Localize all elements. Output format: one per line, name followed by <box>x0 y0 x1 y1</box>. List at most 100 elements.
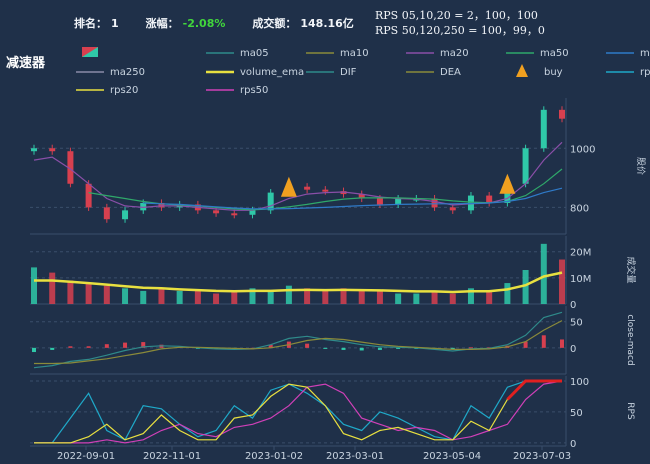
volume-bar <box>486 290 493 304</box>
legend-label-ma20: ma20 <box>440 48 469 59</box>
volume-bar <box>467 288 474 304</box>
rps-summary: RPS 05,10,20 = 2，100，100 RPS 50,120,250 … <box>375 8 545 38</box>
macd-histogram-bar <box>141 342 146 348</box>
legend-label-ma50: ma50 <box>540 48 569 59</box>
chart-title: 减速器 <box>6 56 46 71</box>
macd-tick-label: 0 <box>570 344 576 355</box>
candle-body <box>449 207 456 211</box>
volume-tick-label: 10M <box>570 274 591 285</box>
change-label: 涨幅： <box>145 17 179 30</box>
rps-tick-label: 50 <box>570 408 583 419</box>
macd-histogram-bar <box>341 347 346 350</box>
x-axis-label: 2023-03-01 <box>326 451 384 462</box>
volume-bar <box>140 290 147 304</box>
candle-body <box>559 109 565 119</box>
candle-body <box>540 109 547 149</box>
buy-marker <box>499 173 516 194</box>
candle-body <box>431 198 438 208</box>
candle-body <box>340 191 347 195</box>
x-axis-label: 2023-01-02 <box>245 451 303 462</box>
legend-label-rps20: rps20 <box>110 85 138 96</box>
legend-label-DEA: DEA <box>440 67 461 78</box>
volume-bar <box>67 280 74 304</box>
rps20-line <box>34 380 562 444</box>
volume-bar <box>249 288 256 304</box>
price-tick-label: 1000 <box>570 144 595 155</box>
x-axis-label: 2022-09-01 <box>57 451 115 462</box>
macd-histogram-bar <box>560 339 564 348</box>
candle-body <box>213 210 220 214</box>
macd-histogram-bar <box>541 335 546 348</box>
candle-body <box>304 186 311 190</box>
volume-ema-line <box>34 271 563 294</box>
rps-summary-line2: RPS 50,120,250 = 100，99，0 <box>375 24 545 37</box>
volume-bar <box>376 290 383 304</box>
candle-body <box>49 148 56 152</box>
macd-histogram-bar <box>305 343 310 348</box>
volume-bar <box>158 288 165 304</box>
legend-label-ma05: ma05 <box>240 48 269 59</box>
volume-tick-label: 0 <box>570 300 576 311</box>
macd-histogram-bar <box>268 344 273 348</box>
macd-histogram-bar <box>359 347 364 351</box>
legend-candle-icon <box>82 47 98 57</box>
volume-bar <box>559 259 565 304</box>
macd-histogram-bar <box>450 347 455 350</box>
buy-marker <box>280 176 297 197</box>
rps-tick-label: 100 <box>570 377 589 388</box>
change-value: -2.08% <box>182 17 226 30</box>
price-tick-label: 800 <box>570 203 589 214</box>
legend-label-DIF: DIF <box>340 67 357 78</box>
macd-histogram-bar <box>123 342 128 348</box>
volume-bar <box>285 285 292 304</box>
volume-bar <box>31 267 37 304</box>
macd-histogram-bar <box>68 346 73 348</box>
macd-histogram-bar <box>377 347 382 350</box>
candle-body <box>249 210 256 215</box>
legend-label-rps50: rps50 <box>240 85 268 96</box>
candle-body <box>158 202 165 208</box>
candle-body <box>67 151 74 184</box>
candle-body <box>231 213 238 216</box>
x-axis-label: 2023-07-03 <box>513 451 571 462</box>
volume-bar <box>304 288 311 304</box>
volume-bar <box>540 243 547 304</box>
macd-histogram-bar <box>323 347 328 349</box>
turnover-label: 成交额： <box>252 17 297 30</box>
turnover-value: 148.16亿 <box>300 17 354 30</box>
rps50-line <box>34 380 563 444</box>
volume-bar <box>85 283 92 304</box>
candle-body <box>122 210 129 220</box>
volume-axis-title: 成交量 <box>625 256 637 283</box>
volume-bar <box>194 290 201 304</box>
candle-body <box>140 202 147 211</box>
legend-label-rps10: rps10 <box>640 67 650 78</box>
legend-label-volume_ema: volume_ema <box>240 67 304 78</box>
legend-buy-icon <box>516 64 528 77</box>
macd-histogram-bar <box>523 341 528 348</box>
candle-body <box>322 189 329 192</box>
rps-summary-line1: RPS 05,10,20 = 2，100，100 <box>375 9 538 22</box>
volume-bar <box>103 285 110 304</box>
volume-bar <box>176 290 183 304</box>
x-axis-label: 2023-05-04 <box>423 451 481 462</box>
dif-line <box>33 311 563 369</box>
volume-bar <box>231 290 238 304</box>
volume-bar <box>449 293 456 304</box>
macd-histogram-bar <box>396 347 401 349</box>
legend-label-buy: buy <box>544 67 563 78</box>
legend-candle-swatch-up <box>82 47 98 57</box>
rps-tick-label: 0 <box>570 439 576 450</box>
volume-bar <box>395 293 402 304</box>
rank-value: 1 <box>111 17 119 30</box>
candle-body <box>376 198 383 205</box>
macd-histogram-bar <box>50 347 55 350</box>
legend-label-ma120: ma120 <box>640 48 650 59</box>
rps-highlight-line <box>506 379 562 401</box>
macd-tick-label: 50 <box>570 318 583 329</box>
macd-histogram-bar <box>468 347 473 349</box>
macd-histogram-bar <box>104 344 109 348</box>
ma20-line <box>33 141 563 211</box>
volume-bar <box>431 290 438 304</box>
rps10-line <box>34 380 563 444</box>
